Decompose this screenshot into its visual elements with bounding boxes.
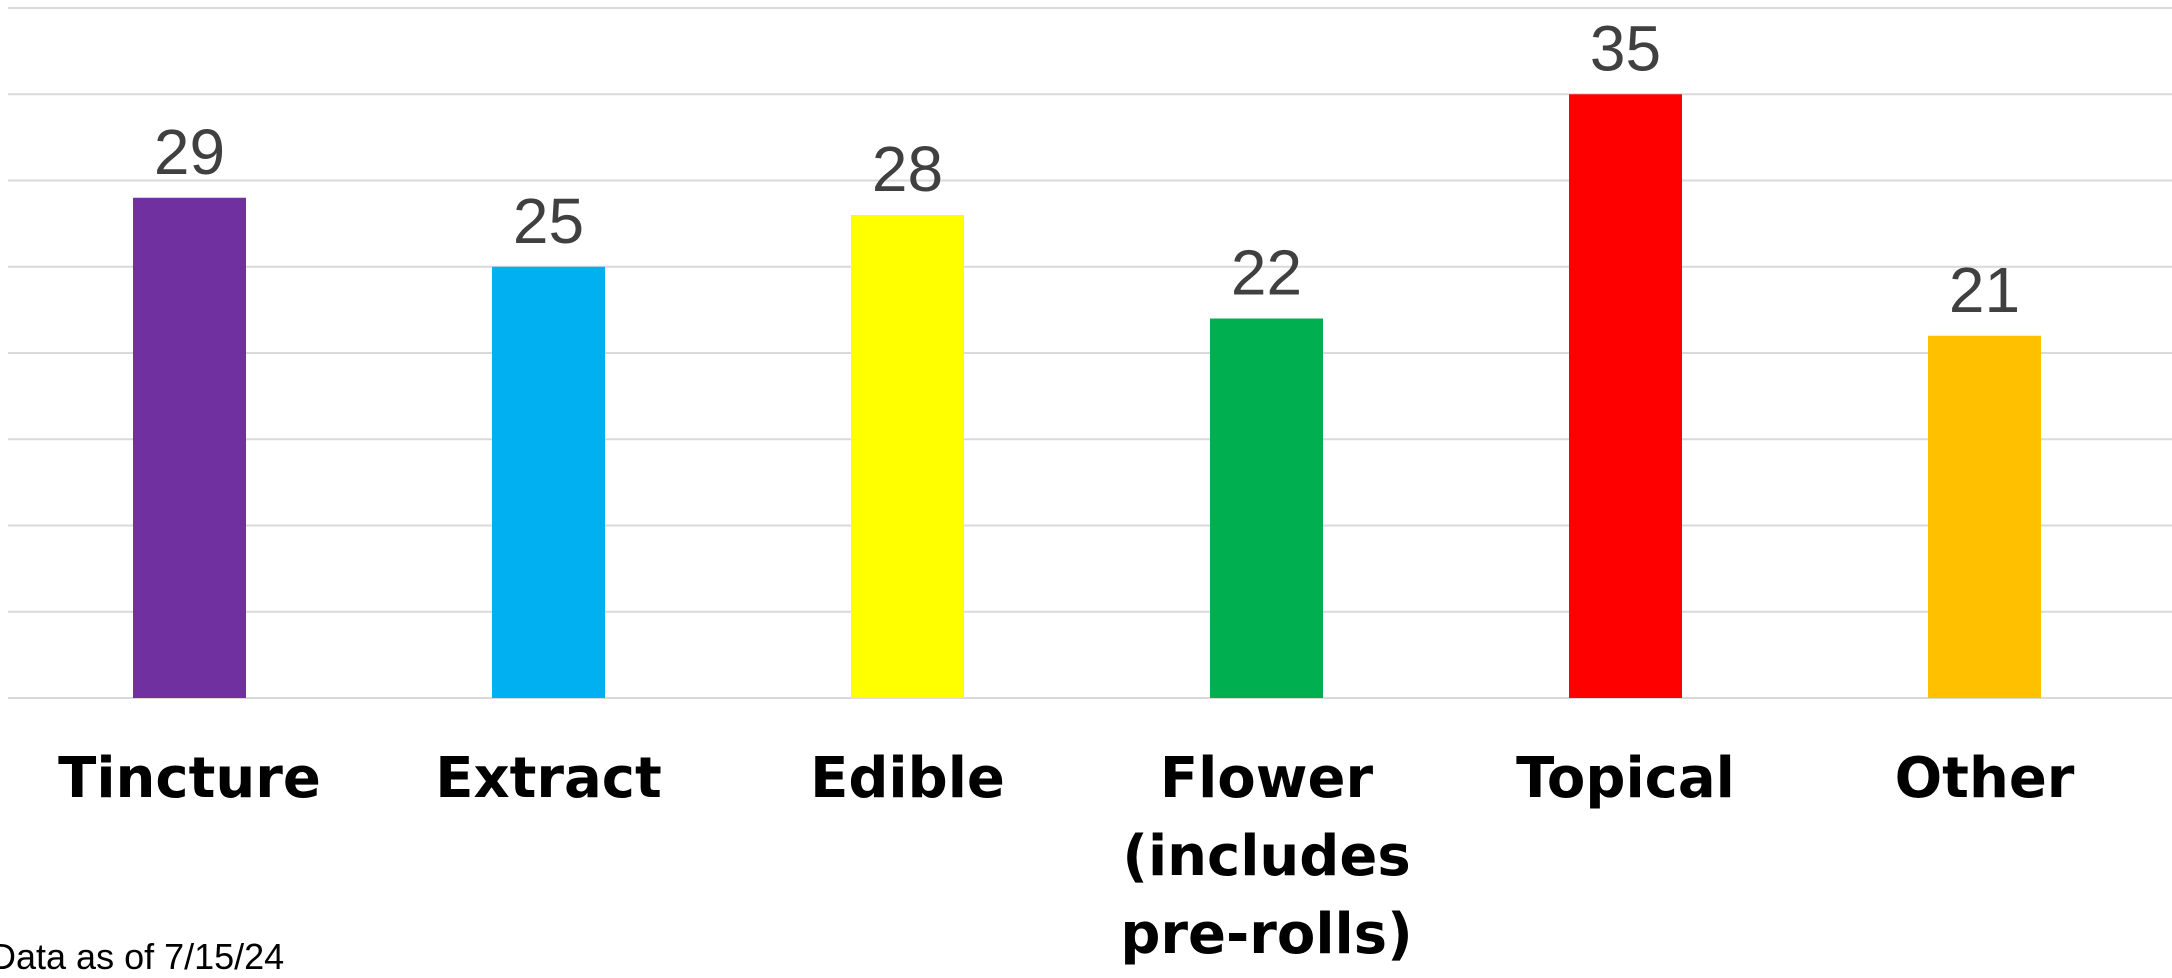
data-label: 25 bbox=[513, 185, 584, 257]
data-label: 28 bbox=[872, 133, 943, 205]
category-label: Extract bbox=[435, 746, 662, 811]
data-labels: 29 25 28 22 35 21 bbox=[154, 12, 2020, 326]
bar bbox=[851, 215, 964, 698]
data-label: 21 bbox=[1949, 254, 2020, 326]
bar bbox=[1928, 335, 2041, 698]
bar bbox=[492, 266, 605, 698]
category-label: Flower (includes pre-rolls) bbox=[1120, 746, 1412, 966]
category-labels: Tincture Extract Edible Flower (includes pre-… bbox=[58, 746, 2075, 966]
category-label: Edible bbox=[810, 746, 1005, 811]
bar bbox=[1210, 318, 1323, 698]
footnote: Data as of 7/15/24 bbox=[0, 936, 285, 977]
data-label: 29 bbox=[154, 116, 225, 188]
bars bbox=[133, 94, 2041, 698]
category-label: Tincture bbox=[58, 746, 321, 811]
gridlines bbox=[8, 7, 2172, 699]
bar bbox=[133, 197, 246, 698]
category-label: Other bbox=[1895, 746, 2075, 811]
data-label: 35 bbox=[1590, 12, 1661, 84]
bar bbox=[1569, 94, 1682, 698]
category-label: Topical bbox=[1516, 746, 1735, 811]
data-label: 22 bbox=[1231, 237, 1302, 309]
